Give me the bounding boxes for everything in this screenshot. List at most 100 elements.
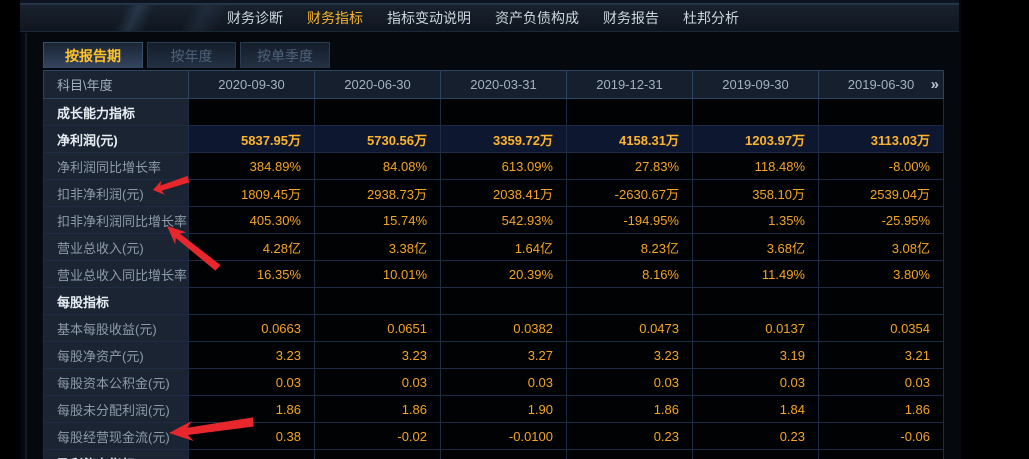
row-value: -0.0100 <box>440 422 567 450</box>
table-row: 营业总收入(元) 4.28亿 3.38亿 1.64亿 8.23亿 3.68亿 3.08亿 <box>43 233 944 261</box>
row-value: 0.03 <box>818 368 944 396</box>
row-value <box>692 98 819 126</box>
row-value: 118.48% <box>692 152 819 180</box>
next-periods-icon[interactable]: » <box>930 76 939 93</box>
column-header-label: 2019-09-30 <box>722 77 789 92</box>
row-value <box>440 449 567 459</box>
nav-item-1[interactable]: 财务诊断 <box>227 10 283 26</box>
row-value: -8.00% <box>818 152 944 180</box>
row-value <box>314 449 441 459</box>
row-value: 2938.73万 <box>314 179 441 207</box>
table-row: 每股净资产(元) 3.23 3.23 3.27 3.23 3.19 3.21 <box>43 341 944 369</box>
left-divider <box>25 33 27 459</box>
row-value: 11.49% <box>692 260 819 288</box>
row-value <box>692 287 819 315</box>
row-value: 384.89% <box>188 152 315 180</box>
row-label: 基本每股收益(元) <box>43 314 189 342</box>
row-value: 2038.41万 <box>440 179 567 207</box>
row-value: 15.74% <box>314 206 441 234</box>
row-value: 405.30% <box>188 206 315 234</box>
nav-item-5[interactable]: 财务报告 <box>603 10 659 26</box>
row-value: 0.03 <box>692 368 819 396</box>
tab-period-3[interactable]: 按单季度 <box>240 42 330 68</box>
row-value: 3.23 <box>188 341 315 369</box>
row-label: 每股净资产(元) <box>43 341 189 369</box>
row-value: 4158.31万 <box>566 125 693 153</box>
nav-item-2[interactable]: 财务指标 <box>307 10 363 26</box>
row-value <box>188 287 315 315</box>
row-value: 1.86 <box>314 395 441 423</box>
top-strip <box>20 0 959 4</box>
row-value: 1203.97万 <box>692 125 819 153</box>
tab-period-2[interactable]: 按年度 <box>147 42 236 68</box>
column-header-label: 2019-06-30 <box>847 77 915 92</box>
row-value <box>818 449 944 459</box>
row-value: -2630.67万 <box>566 179 693 207</box>
row-value: 3359.72万 <box>440 125 567 153</box>
column-header-label: 2019-12-31 <box>596 77 663 92</box>
nav-item-6[interactable]: 杜邦分析 <box>683 10 739 26</box>
table-row: 每股经营现金流(元) 0.38 -0.02 -0.0100 0.23 0.23 -0.06 <box>43 422 944 450</box>
row-value <box>314 98 441 126</box>
row-value: 0.0137 <box>692 314 819 342</box>
row-value: 20.39% <box>440 260 567 288</box>
table-row: 基本每股收益(元) 0.0663 0.0651 0.0382 0.0473 0.0137 0… <box>43 314 944 342</box>
row-value <box>440 287 567 315</box>
table-row: 扣非净利润同比增长率 405.30% 15.74% 542.93% -194.95% 1.… <box>43 206 944 234</box>
row-label: 营业总收入(元) <box>43 233 189 261</box>
financial-indicators-table: 科目\年度 2020-09-30 2020-06-30 2020-03-31 2019-… <box>43 70 944 459</box>
row-value: 3113.03万 <box>818 125 944 153</box>
row-value: 0.0354 <box>818 314 944 342</box>
row-value: 27.83% <box>566 152 693 180</box>
row-value: -194.95% <box>566 206 693 234</box>
nav-item-3[interactable]: 指标变动说明 <box>387 10 471 26</box>
row-value: 0.03 <box>314 368 441 396</box>
row-value: 4.28亿 <box>188 233 315 261</box>
row-value: 0.0651 <box>314 314 441 342</box>
column-header-label: 2020-06-30 <box>344 77 411 92</box>
row-value: -25.95% <box>818 206 944 234</box>
row-value: 0.38 <box>188 422 315 450</box>
row-value: 3.68亿 <box>692 233 819 261</box>
row-value: 3.23 <box>314 341 441 369</box>
tab-period-1[interactable]: 按报告期 <box>43 42 143 68</box>
row-value: 0.03 <box>188 368 315 396</box>
row-value <box>188 449 315 459</box>
period-tabs: 按报告期 按年度 按单季度 <box>43 42 334 68</box>
row-value: 3.21 <box>818 341 944 369</box>
table-row: 净利润(元) 5837.95万 5730.56万 3359.72万 4158.31万 12… <box>43 125 944 153</box>
row-value: 0.03 <box>440 368 567 396</box>
column-header-date: 2019-09-30 <box>692 70 819 99</box>
row-value: 1.86 <box>566 395 693 423</box>
row-value: 3.23 <box>566 341 693 369</box>
row-value <box>566 98 693 126</box>
row-value: 8.23亿 <box>566 233 693 261</box>
column-header-date: 2020-06-30 <box>314 70 441 99</box>
row-value: 3.38亿 <box>314 233 441 261</box>
row-label: 净利润(元) <box>43 125 189 153</box>
column-header-date: 2019-06-30 » <box>818 70 944 99</box>
row-value: -0.06 <box>818 422 944 450</box>
row-value: 5730.56万 <box>314 125 441 153</box>
row-value: 1809.45万 <box>188 179 315 207</box>
row-value: 3.08亿 <box>818 233 944 261</box>
row-value: 8.16% <box>566 260 693 288</box>
row-value: 3.80% <box>818 260 944 288</box>
row-value <box>566 287 693 315</box>
column-header-date: 2020-03-31 <box>440 70 567 99</box>
table-row: 净利润同比增长率 384.89% 84.08% 613.09% 27.83% 118.48… <box>43 152 944 180</box>
table-row: 每股指标 <box>43 287 944 315</box>
row-value <box>818 98 944 126</box>
row-value: 3.27 <box>440 341 567 369</box>
row-value: 10.01% <box>314 260 441 288</box>
top-navbar: 财务诊断 财务指标 指标变动说明 资产负债构成 财务报告 杜邦分析 <box>20 4 959 32</box>
nav-item-4[interactable]: 资产负债构成 <box>495 10 579 26</box>
row-value: 0.03 <box>566 368 693 396</box>
row-value: 5837.95万 <box>188 125 315 153</box>
column-header-label: 2020-09-30 <box>218 77 285 92</box>
row-value: -0.02 <box>314 422 441 450</box>
row-value: 542.93% <box>440 206 567 234</box>
row-value: 0.0473 <box>566 314 693 342</box>
row-label: 每股经营现金流(元) <box>43 422 189 450</box>
